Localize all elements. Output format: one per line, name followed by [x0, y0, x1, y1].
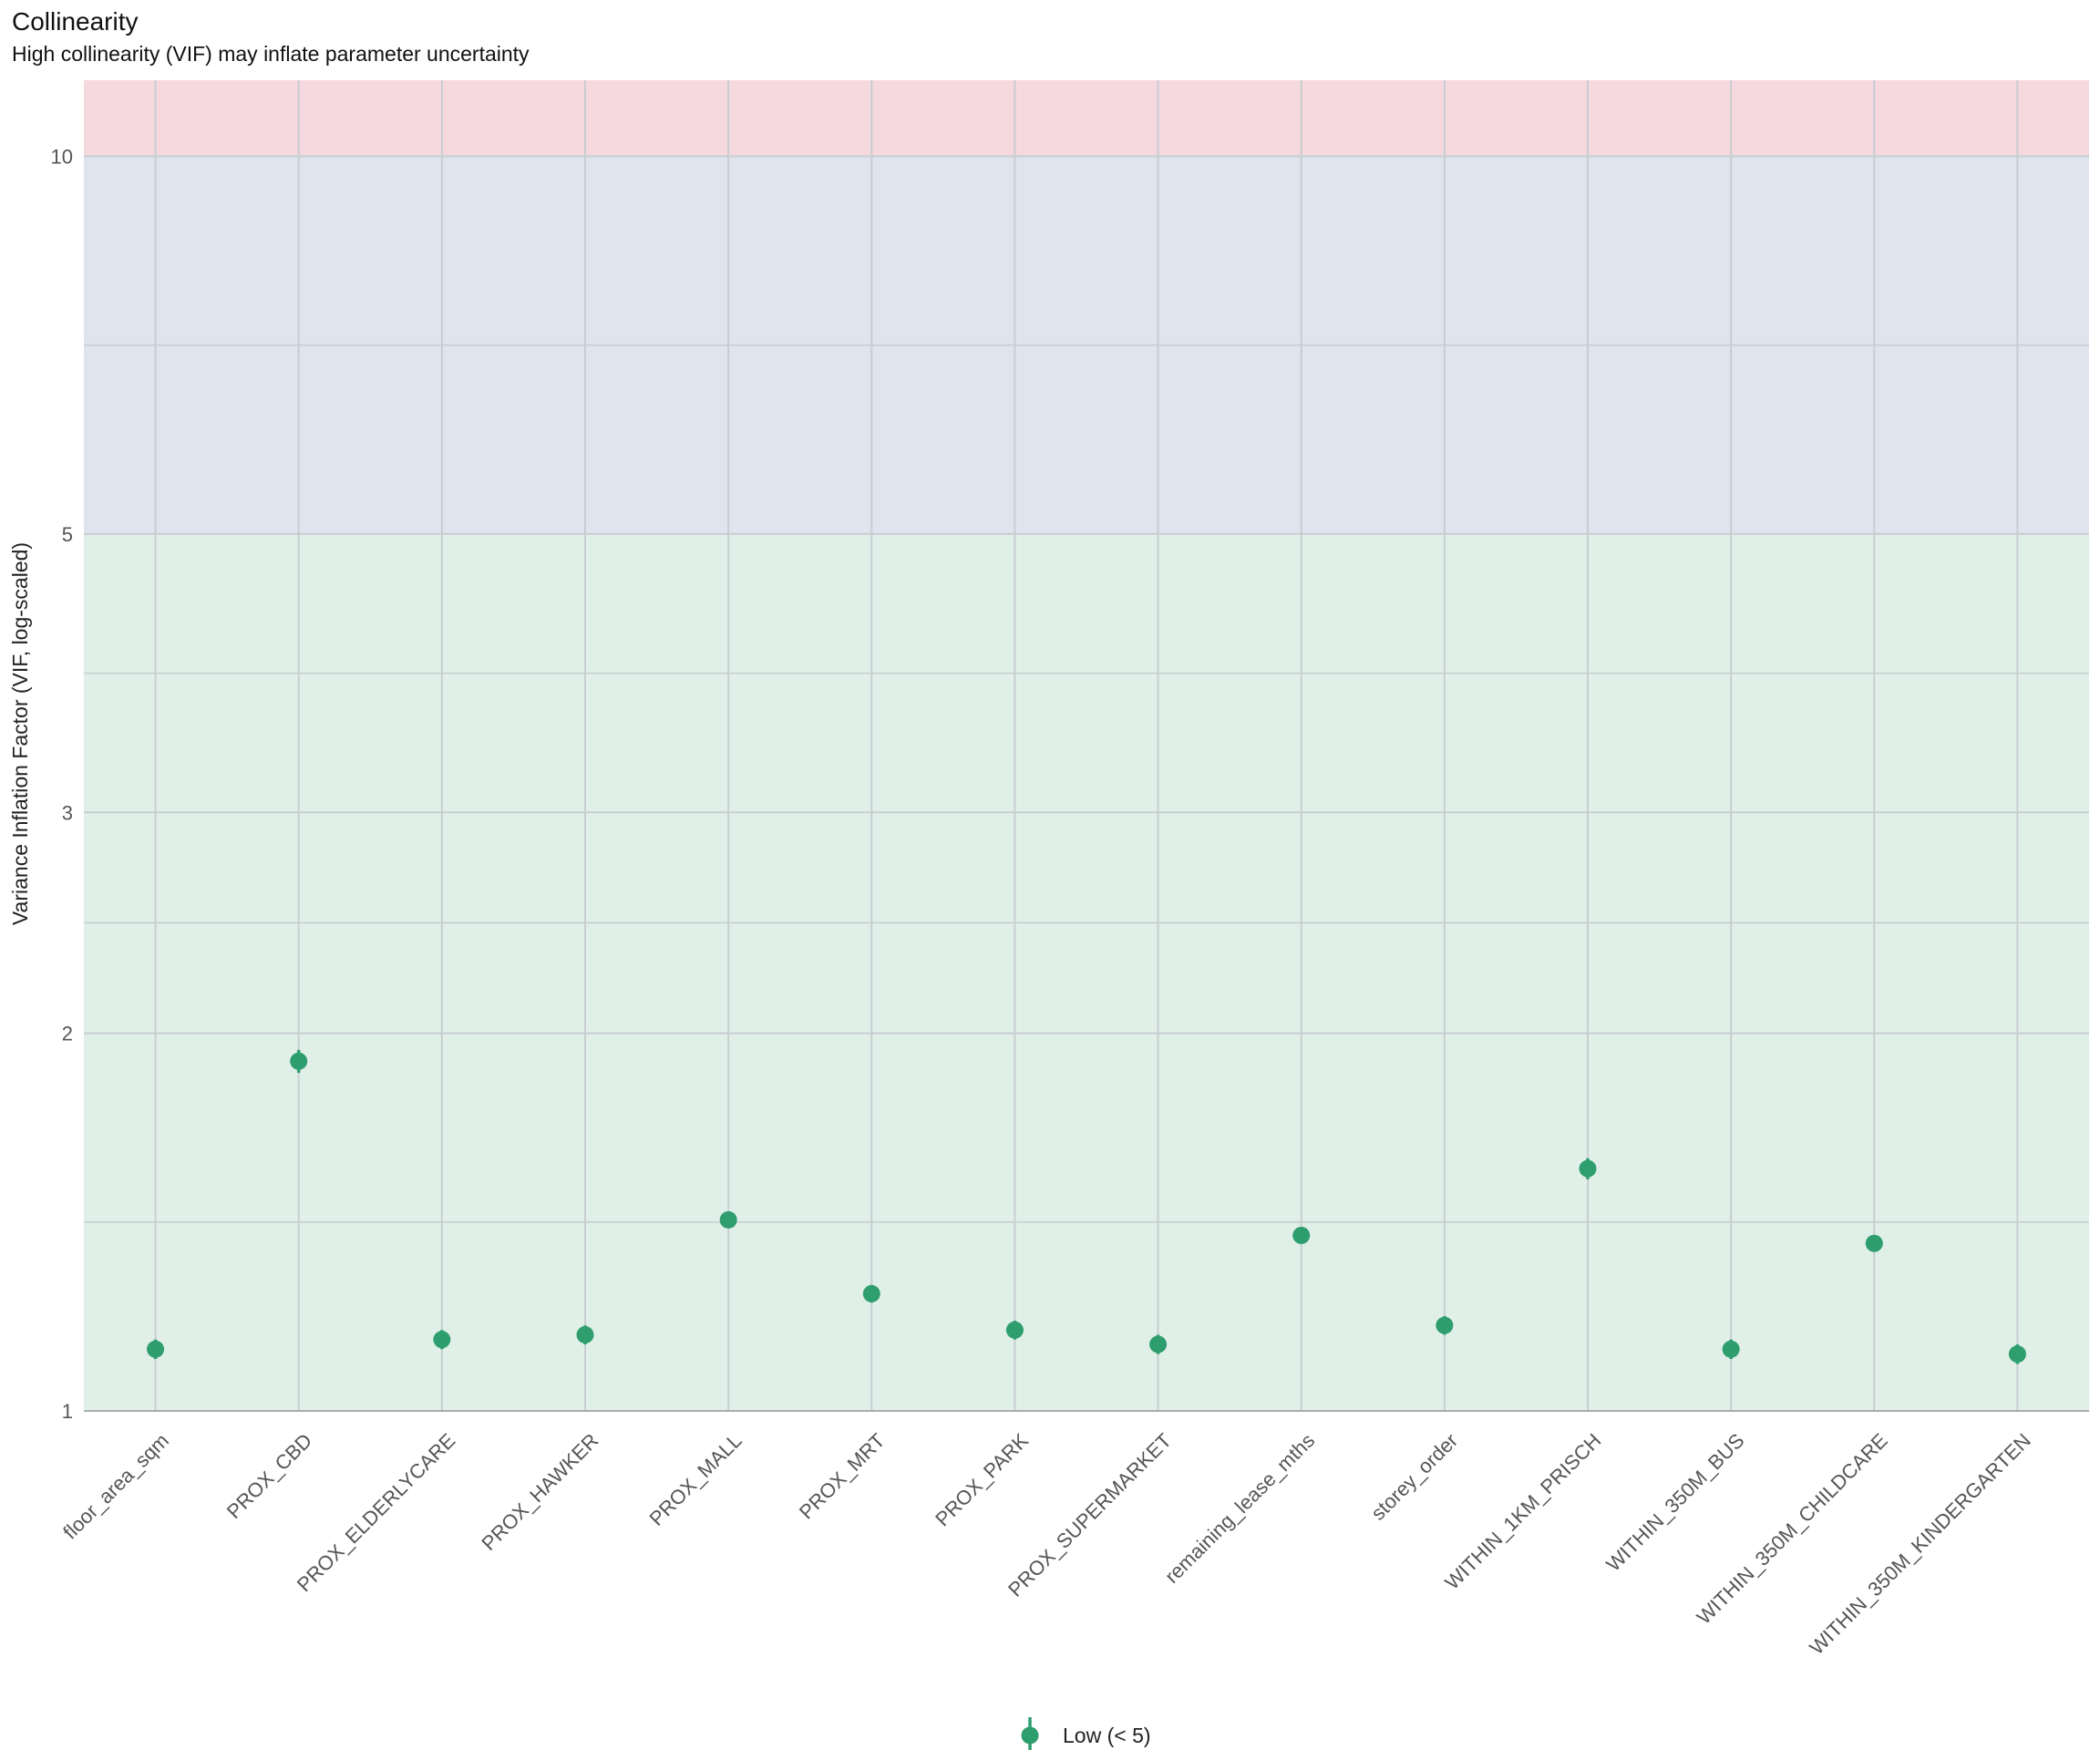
x-tick-label: WITHIN_350M_KINDERGARTEN [1805, 1429, 2035, 1660]
vif-point [1292, 1226, 1311, 1244]
vif-point [862, 1284, 880, 1302]
x-tick-label: PROX_MRT [795, 1429, 890, 1524]
x-tick-label: PROX_HAWKER [477, 1429, 602, 1555]
y-tick-label: 2 [62, 1023, 73, 1045]
x-tick-label: floor_area_sqm [58, 1429, 173, 1544]
x-tick-label: remaining_lease_mths [1160, 1429, 1319, 1588]
vif-point [1579, 1159, 1597, 1178]
y-axis-label: Variance Inflation Factor (VIF, log-scal… [8, 542, 32, 925]
vif-point [1722, 1340, 1740, 1358]
vif-band-2 [84, 80, 2089, 157]
vif-point [433, 1331, 451, 1349]
vif-band-0 [84, 533, 2089, 1411]
y-tick-label: 5 [62, 523, 73, 546]
x-tick-label: PROX_SUPERMARKET [1004, 1429, 1176, 1601]
x-tick-label: WITHIN_350M_BUS [1601, 1429, 1748, 1576]
chart-title: Collinearity [12, 7, 139, 36]
x-tick-label: PROX_CBD [222, 1429, 316, 1523]
legend: Low (< 5) [1021, 1717, 1151, 1750]
legend-key-point [1021, 1726, 1039, 1745]
x-tick-label: storey_order [1366, 1429, 1462, 1525]
vif-point [576, 1325, 594, 1343]
vif-point [1865, 1234, 1883, 1252]
vif-point [1436, 1316, 1454, 1334]
vif-point [719, 1210, 737, 1229]
vif-point [1005, 1321, 1024, 1339]
vif-point [290, 1052, 308, 1070]
legend-label-low: Low (< 5) [1063, 1724, 1151, 1747]
y-tick-label: 1 [62, 1400, 73, 1423]
x-tick-label: PROX_MALL [645, 1429, 746, 1530]
chart-subtitle: High collinearity (VIF) may inflate para… [12, 42, 530, 66]
x-tick-label: PROX_ELDERLYCARE [293, 1429, 459, 1596]
vif-point [2008, 1345, 2026, 1364]
x-tick-label: WITHIN_1KM_PRISCH [1440, 1429, 1605, 1594]
y-tick-label: 10 [51, 146, 73, 169]
x-tick-label: PROX_PARK [931, 1429, 1033, 1531]
vif-point [1149, 1335, 1168, 1354]
vif-point [147, 1340, 165, 1358]
y-tick-label: 3 [62, 801, 73, 824]
